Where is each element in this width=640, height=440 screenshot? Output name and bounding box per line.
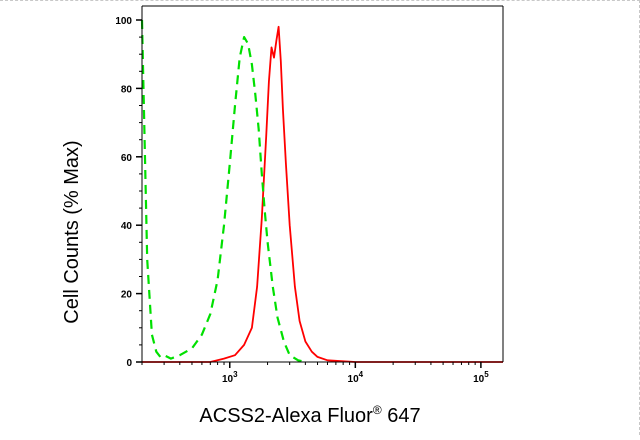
x-tick-label-0: 103 (222, 370, 238, 385)
x-axis-title-tail: 647 (382, 405, 421, 427)
y-tick-label-3: 60 (121, 153, 133, 164)
series-line-1 (140, 19, 306, 364)
series-line-0 (142, 25, 503, 363)
y-tick-label-1: 20 (121, 290, 133, 301)
y-tick-label-5: 100 (115, 16, 132, 27)
axes-layer: 0 20 40 60 80 100 103 104 105 (115, 5, 504, 385)
curves-layer (140, 19, 503, 364)
y-tick-label-0: 0 (126, 358, 132, 369)
x-axis-title: ACSS2-Alexa Fluor® 647 (199, 403, 420, 427)
y-axis-title: Cell Counts (% Max) (61, 140, 83, 323)
y-tick-label-4: 80 (121, 84, 133, 95)
x-tick-label-1: 104 (348, 370, 364, 385)
y-tick-label-2: 40 (121, 221, 133, 232)
x-tick-label-2: 105 (473, 370, 489, 385)
x-axis-title-registered: ® (373, 403, 382, 417)
x-axis-title-main: ACSS2-Alexa Fluor (199, 405, 373, 427)
top-dashed-border (0, 0, 640, 1)
